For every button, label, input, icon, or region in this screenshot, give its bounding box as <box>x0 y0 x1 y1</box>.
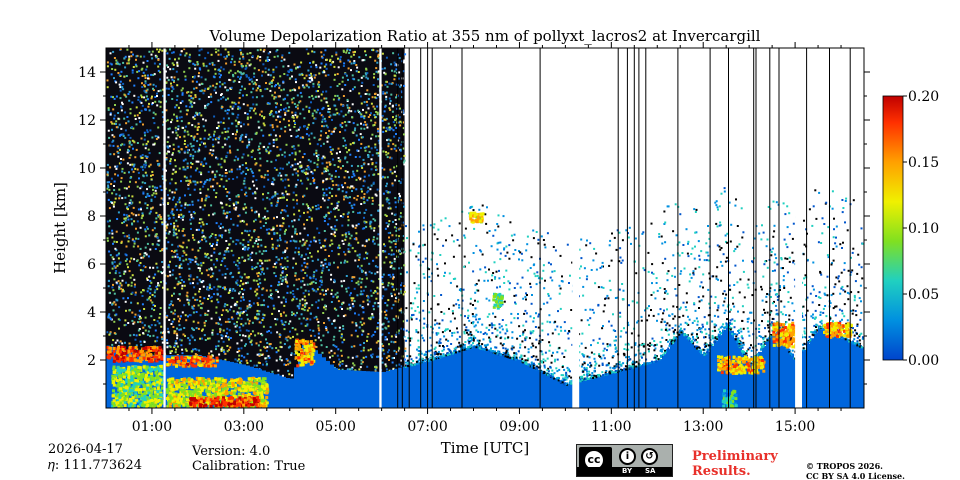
chart-title: Volume Depolarization Ratio at 355 nm of… <box>209 27 761 45</box>
y-tick-label: 10 <box>78 161 96 177</box>
colorbar-tick-label: 0.15 <box>908 155 939 171</box>
x-tick-label: 01:00 <box>132 419 172 435</box>
copyright-line-1: © TROPOS 2026. <box>806 461 883 471</box>
y-tick-label: 4 <box>87 305 96 321</box>
plot-frame <box>105 47 865 409</box>
x-tick-label: 07:00 <box>407 419 447 435</box>
by-person-icon: i <box>619 448 636 465</box>
colorbar-tick-label: 0.10 <box>908 221 939 237</box>
sa-share-icon: ↺ <box>641 448 658 465</box>
y-tick-label: 14 <box>78 65 96 81</box>
y-tick-label: 8 <box>87 209 96 225</box>
x-axis-label: Time [UTC] <box>441 439 530 457</box>
date-label: 2026-04-17 <box>48 442 123 457</box>
heatmap-layer <box>106 48 864 408</box>
x-tick-label: 09:00 <box>499 419 539 435</box>
cc-label-strip: BY SA <box>577 467 672 476</box>
colorbar-tick-label: 0.05 <box>908 287 939 303</box>
colorbar: 0.00 0.05 0.10 0.15 0.20 <box>882 89 939 369</box>
no-data-gap <box>795 48 802 408</box>
version-label: Version: 4.0 <box>192 444 271 459</box>
y-tick-label: 6 <box>87 257 96 273</box>
colorbar-tick-label: 0.20 <box>908 89 939 105</box>
x-tick-label: 03:00 <box>224 419 264 435</box>
x-tick-label: 11:00 <box>591 419 631 435</box>
axes: 01:00 03:00 05:00 07:00 09:00 11:00 13:00 15:00… <box>78 42 870 435</box>
no-data-gap <box>572 48 580 408</box>
copyright-line-2: CC BY SA 4.0 License. <box>806 471 905 480</box>
colorbar-gradient <box>882 95 904 361</box>
noise-speckle <box>106 48 407 377</box>
x-tick-label: 13:00 <box>683 419 723 435</box>
y-tick-label: 2 <box>87 353 96 369</box>
preliminary-line-1: Preliminary <box>692 449 778 464</box>
y-axis-label: Height [km] <box>51 182 69 274</box>
x-tick-label: 05:00 <box>316 419 356 435</box>
eta-label: 𝜂: 111.773624 <box>48 458 142 473</box>
preliminary-notice: Preliminary Results. <box>692 449 778 479</box>
calibration-label: Calibration: True <box>192 459 306 474</box>
cc-license-badge: cc i ↺ BY SA <box>576 444 673 477</box>
x-tick-label: 15:00 <box>775 419 815 435</box>
no-data-gap <box>379 48 382 408</box>
badge-by-label: BY <box>622 467 633 475</box>
preliminary-line-2: Results. <box>692 464 751 479</box>
no-data-gap <box>163 48 166 408</box>
colorbar-tick-label: 0.00 <box>908 353 939 369</box>
copyright-notice: © TROPOS 2026. CC BY SA 4.0 License. <box>806 461 905 480</box>
y-tick-label: 12 <box>78 113 96 129</box>
badge-sa-label: SA <box>645 467 656 475</box>
